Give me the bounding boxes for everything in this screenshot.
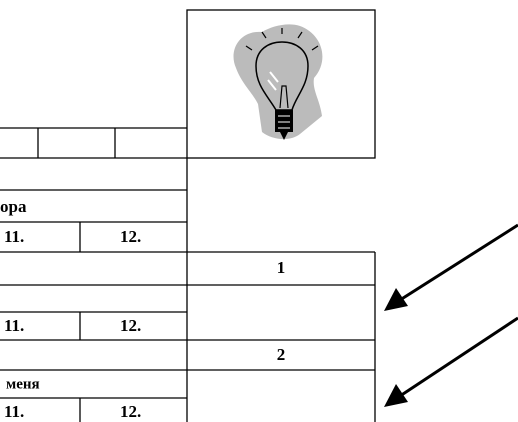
- lightbulb-icon: [233, 24, 323, 140]
- cell-label: 12.: [120, 316, 141, 335]
- cell-label: 11.: [4, 402, 24, 421]
- table-lines: [0, 9, 376, 422]
- section-heading: ора: [0, 197, 27, 216]
- section-number: 2: [277, 345, 286, 364]
- cell-label: 11.: [4, 316, 24, 335]
- picture-box: [186, 9, 376, 159]
- arrows: [384, 223, 518, 407]
- cell-label: 12.: [120, 402, 141, 421]
- section-heading: меня: [6, 376, 40, 392]
- section-number: 1: [277, 258, 286, 277]
- cell-label: 11.: [4, 227, 24, 246]
- cell-label: 12.: [120, 227, 141, 246]
